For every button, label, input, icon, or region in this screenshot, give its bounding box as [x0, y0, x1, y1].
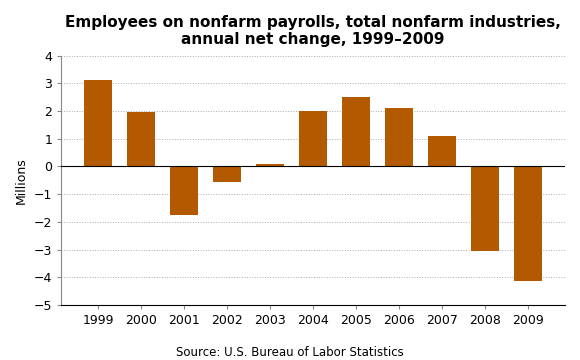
Bar: [256, 165, 284, 166]
Bar: [213, 166, 241, 182]
Title: Employees on nonfarm payrolls, total nonfarm industries,
annual net change, 1999: Employees on nonfarm payrolls, total non…: [65, 15, 561, 48]
Bar: [428, 136, 456, 166]
Bar: [299, 111, 327, 166]
Bar: [342, 97, 370, 166]
Y-axis label: Millions: Millions: [15, 157, 28, 204]
Bar: [514, 166, 542, 282]
Bar: [471, 166, 499, 251]
Bar: [385, 108, 413, 166]
Bar: [127, 112, 155, 166]
Bar: [84, 80, 112, 166]
Bar: [170, 166, 198, 215]
Text: Source: U.S. Bureau of Labor Statistics: Source: U.S. Bureau of Labor Statistics: [176, 346, 404, 359]
